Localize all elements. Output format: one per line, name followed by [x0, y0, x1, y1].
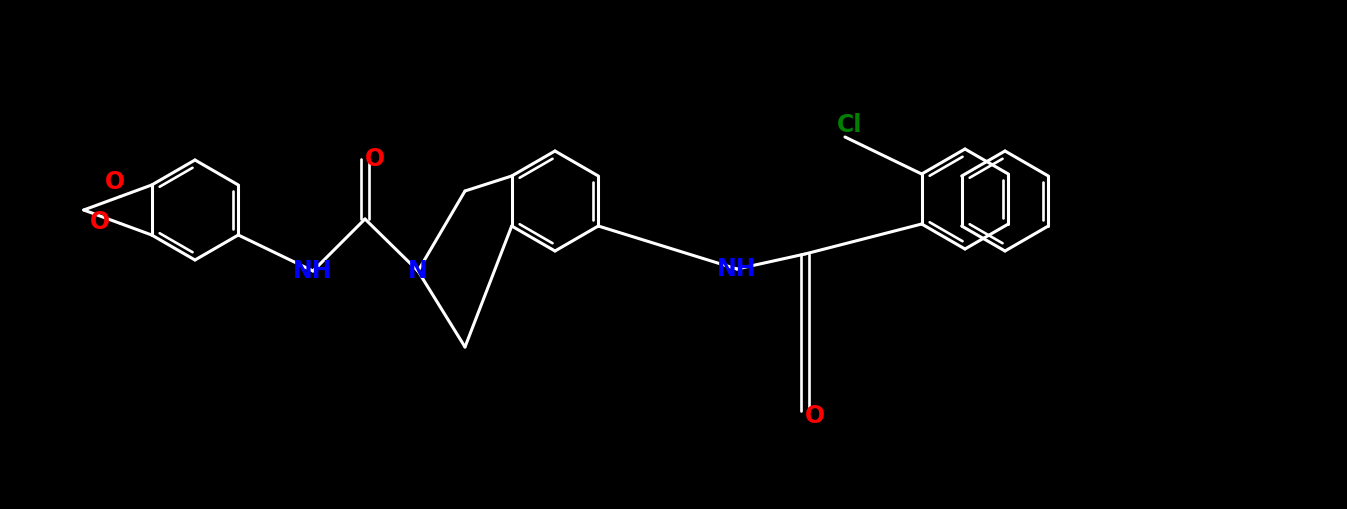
Text: O: O [806, 404, 826, 428]
Text: NH: NH [294, 259, 333, 283]
Text: N: N [408, 259, 428, 283]
Text: O: O [90, 211, 110, 235]
Text: O: O [105, 171, 125, 194]
Text: NH: NH [717, 257, 757, 281]
Text: Cl: Cl [838, 113, 862, 137]
Text: O: O [365, 147, 385, 171]
